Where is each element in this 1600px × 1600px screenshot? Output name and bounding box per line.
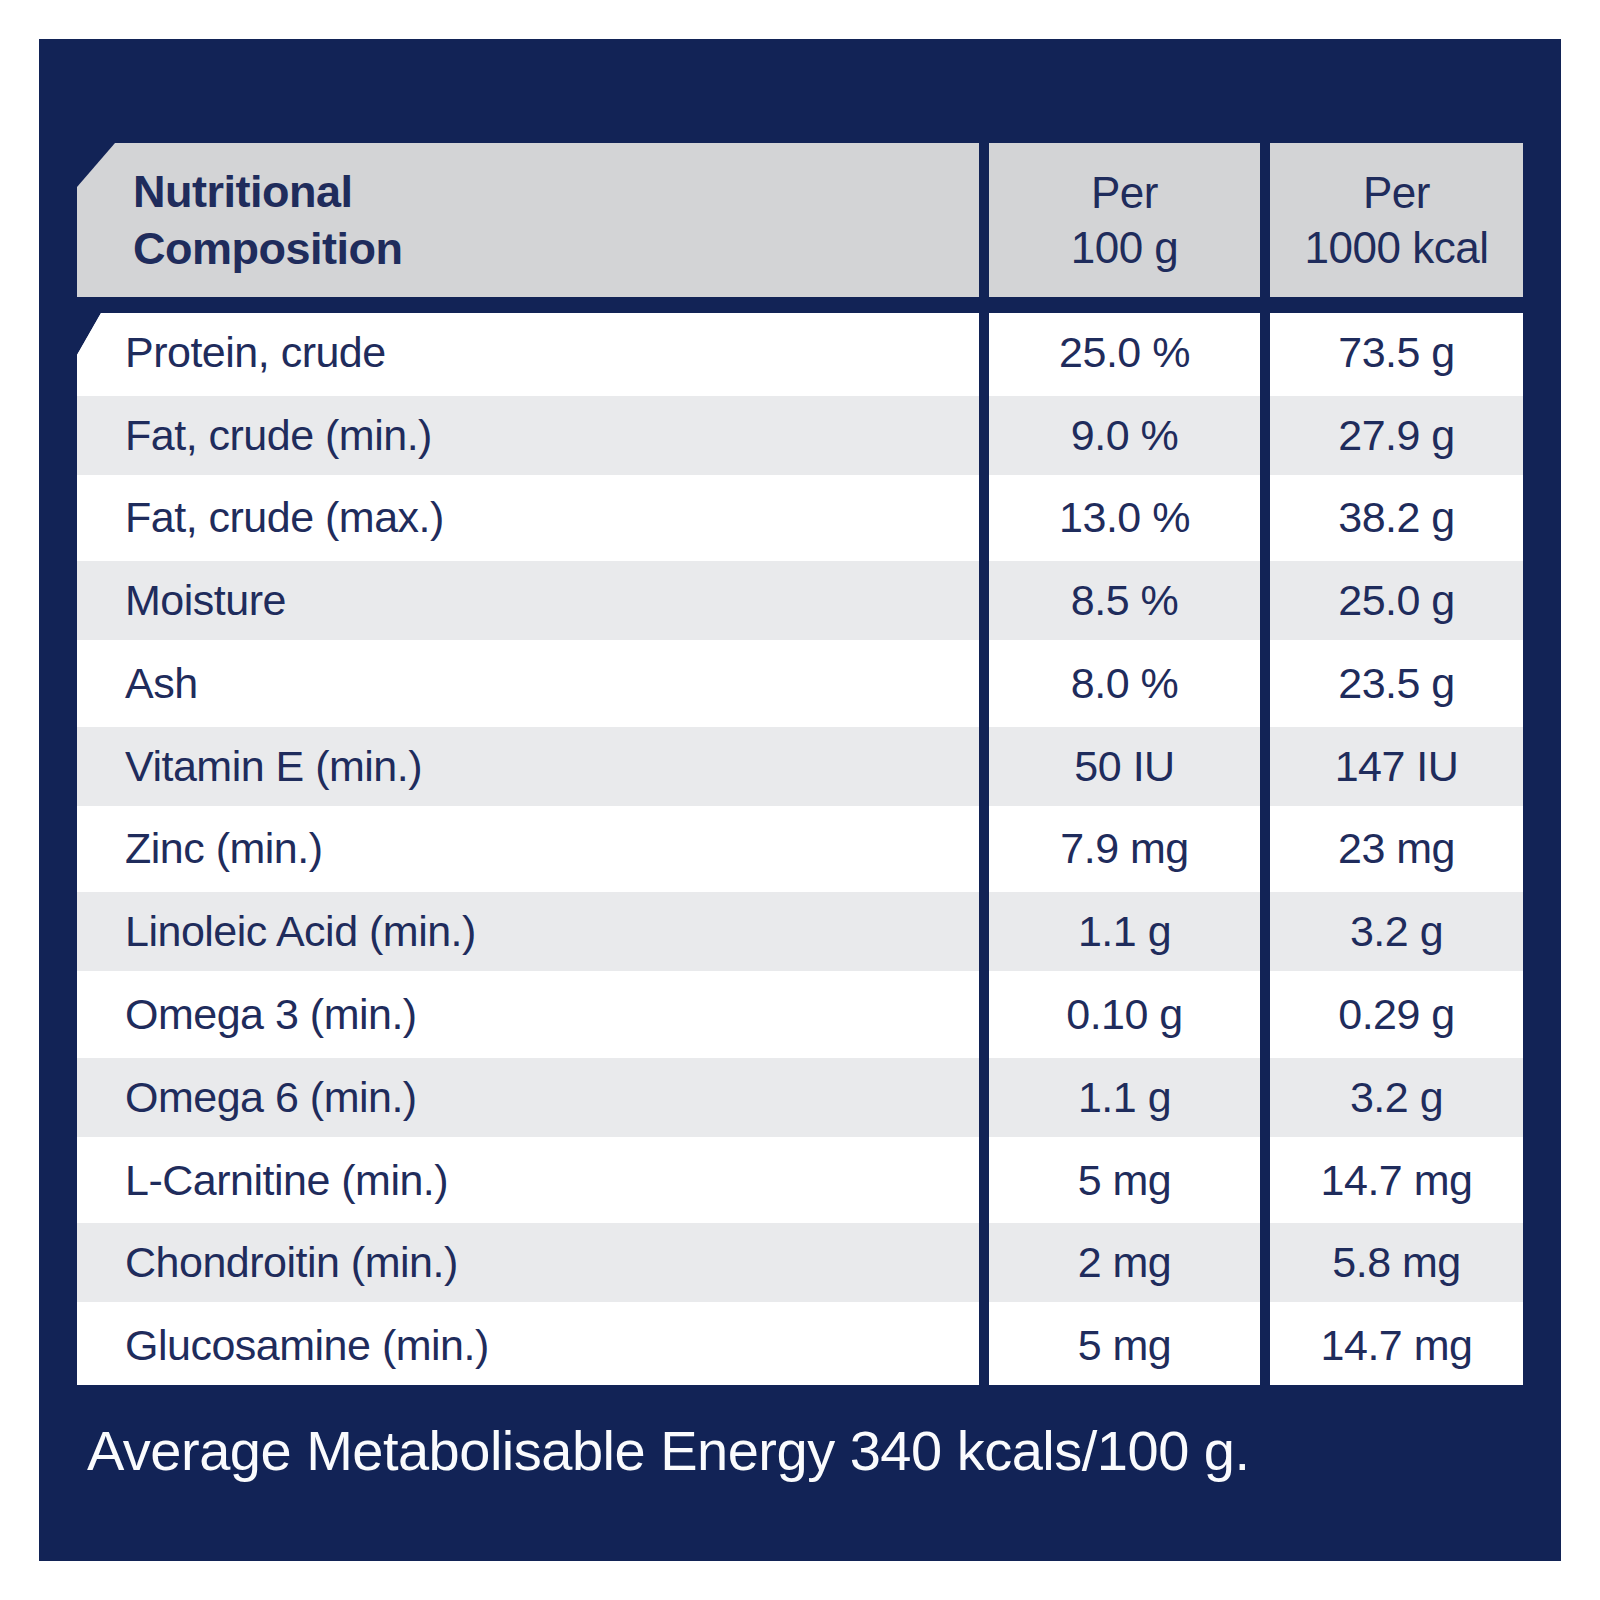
row-label: Moisture xyxy=(77,561,979,640)
header-per-1000kcal-cell: Per 1000 kcal xyxy=(1270,143,1523,297)
row-label: Protein, crude xyxy=(77,313,979,392)
row-label: Vitamin E (min.) xyxy=(77,727,979,806)
per-100g-value: 5 mg xyxy=(989,1141,1260,1220)
column-per-100g-values: 25.0 % 9.0 % 13.0 % 8.5 % 8.0 % 50 IU 7.… xyxy=(989,313,1260,1385)
per-100g-value: 9.0 % xyxy=(989,396,1260,475)
column-nutrient-labels: Protein, crude Fat, crude (min.) Fat, cr… xyxy=(77,313,979,1385)
row-label: L-Carnitine (min.) xyxy=(77,1141,979,1220)
row-label: Chondroitin (min.) xyxy=(77,1223,979,1302)
header-title-cell: Nutritional Composition xyxy=(77,143,979,297)
per-1000kcal-value: 73.5 g xyxy=(1270,313,1523,392)
per-100g-value: 1.1 g xyxy=(989,1058,1260,1137)
per-100g-value: 13.0 % xyxy=(989,479,1260,558)
row-label: Omega 3 (min.) xyxy=(77,975,979,1054)
per-100g-value: 7.9 mg xyxy=(989,810,1260,889)
per-100g-value: 25.0 % xyxy=(989,313,1260,392)
per-1000kcal-line2: 1000 kcal xyxy=(1305,220,1489,275)
column-header-per-1000kcal: Per 1000 kcal xyxy=(1305,165,1489,275)
table-title-line1: Nutritional xyxy=(133,163,402,220)
row-label: Zinc (min.) xyxy=(77,810,979,889)
header-per-100g-cell: Per 100 g xyxy=(989,143,1260,297)
row-label: Fat, crude (min.) xyxy=(77,396,979,475)
per-1000kcal-value: 25.0 g xyxy=(1270,561,1523,640)
per-1000kcal-value: 3.2 g xyxy=(1270,892,1523,971)
per-1000kcal-value: 23.5 g xyxy=(1270,644,1523,723)
per-100g-value: 1.1 g xyxy=(989,892,1260,971)
table-body: Protein, crude Fat, crude (min.) Fat, cr… xyxy=(77,313,1561,1385)
per-100g-value: 5 mg xyxy=(989,1306,1260,1385)
per-100g-value: 8.5 % xyxy=(989,561,1260,640)
per-100g-value: 50 IU xyxy=(989,727,1260,806)
per-100g-value: 0.10 g xyxy=(989,975,1260,1054)
table-title: Nutritional Composition xyxy=(133,163,402,277)
nutrition-panel: Nutritional Composition Per 100 g Per 10… xyxy=(39,39,1561,1561)
nutrition-label-page: Nutritional Composition Per 100 g Per 10… xyxy=(0,0,1600,1600)
per-100g-line1: Per xyxy=(1071,165,1179,220)
row-label: Omega 6 (min.) xyxy=(77,1058,979,1137)
per-1000kcal-value: 14.7 mg xyxy=(1270,1141,1523,1220)
per-1000kcal-line1: Per xyxy=(1305,165,1489,220)
per-1000kcal-value: 23 mg xyxy=(1270,810,1523,889)
per-100g-value: 2 mg xyxy=(989,1223,1260,1302)
per-1000kcal-value: 27.9 g xyxy=(1270,396,1523,475)
row-label: Ash xyxy=(77,644,979,723)
row-label: Fat, crude (max.) xyxy=(77,479,979,558)
per-1000kcal-value: 147 IU xyxy=(1270,727,1523,806)
row-label: Linoleic Acid (min.) xyxy=(77,892,979,971)
table-header-row: Nutritional Composition Per 100 g Per 10… xyxy=(77,143,1561,297)
per-100g-value: 8.0 % xyxy=(989,644,1260,723)
row-label: Glucosamine (min.) xyxy=(77,1306,979,1385)
per-1000kcal-value: 38.2 g xyxy=(1270,479,1523,558)
column-per-1000kcal-values: 73.5 g 27.9 g 38.2 g 25.0 g 23.5 g 147 I… xyxy=(1270,313,1523,1385)
per-1000kcal-value: 3.2 g xyxy=(1270,1058,1523,1137)
column-header-per-100g: Per 100 g xyxy=(1071,165,1179,275)
per-100g-line2: 100 g xyxy=(1071,220,1179,275)
per-1000kcal-value: 14.7 mg xyxy=(1270,1306,1523,1385)
table-title-line2: Composition xyxy=(133,220,402,277)
metabolisable-energy-note: Average Metabolisable Energy 340 kcals/1… xyxy=(77,1385,1497,1561)
per-1000kcal-value: 0.29 g xyxy=(1270,975,1523,1054)
per-1000kcal-value: 5.8 mg xyxy=(1270,1223,1523,1302)
